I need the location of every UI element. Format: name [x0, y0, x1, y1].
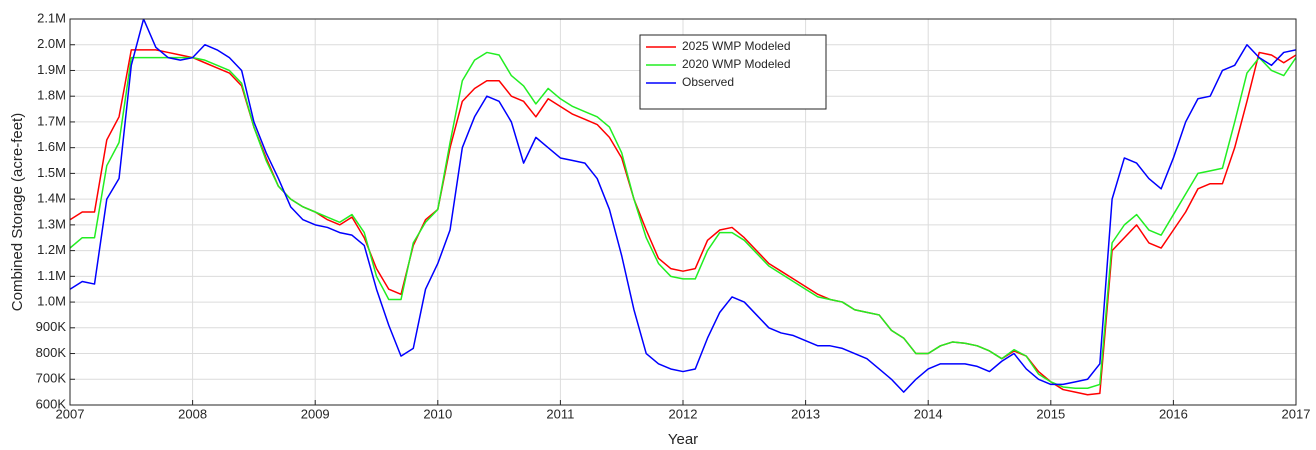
series-line [70, 51, 1296, 390]
y-tick-label: 700K [36, 371, 67, 386]
y-tick-label: 2.0M [37, 36, 66, 51]
y-tick-label: 800K [36, 345, 67, 360]
y-tick-label: 1.3M [37, 216, 66, 231]
x-tick-label: 2014 [914, 406, 943, 421]
legend-label: 2020 WMP Modeled [682, 57, 791, 71]
x-tick-label: 2013 [791, 406, 820, 421]
y-tick-label: 2.1M [37, 10, 66, 25]
x-tick-label: 2008 [178, 406, 207, 421]
y-tick-label: 600K [36, 396, 67, 411]
x-tick-label: 2016 [1159, 406, 1188, 421]
y-tick-label: 1.1M [37, 268, 66, 283]
y-tick-label: 1.5M [37, 165, 66, 180]
y-tick-label: 1.0M [37, 294, 66, 309]
x-tick-label: 2015 [1036, 406, 1065, 421]
y-tick-label: 1.9M [37, 62, 66, 77]
x-tick-label: 2007 [56, 406, 85, 421]
y-tick-label: 900K [36, 319, 67, 334]
y-tick-label: 1.2M [37, 242, 66, 257]
legend-label: Observed [682, 75, 734, 89]
legend-label: 2025 WMP Modeled [682, 39, 791, 53]
y-tick-label: 1.7M [37, 113, 66, 128]
y-tick-label: 1.4M [37, 191, 66, 206]
x-tick-label: 2011 [546, 406, 574, 421]
x-tick-label: 2010 [423, 406, 452, 421]
x-tick-label: 2009 [301, 406, 330, 421]
y-axis-label: Combined Storage (acre-feet) [9, 113, 26, 311]
series-line [70, 19, 1296, 393]
x-tick-label: 2012 [669, 406, 698, 421]
y-tick-label: 1.8M [37, 88, 66, 103]
y-tick-label: 1.6M [37, 139, 66, 154]
x-axis-label: Year [668, 431, 698, 448]
x-tick-label: 2017 [1282, 406, 1311, 421]
